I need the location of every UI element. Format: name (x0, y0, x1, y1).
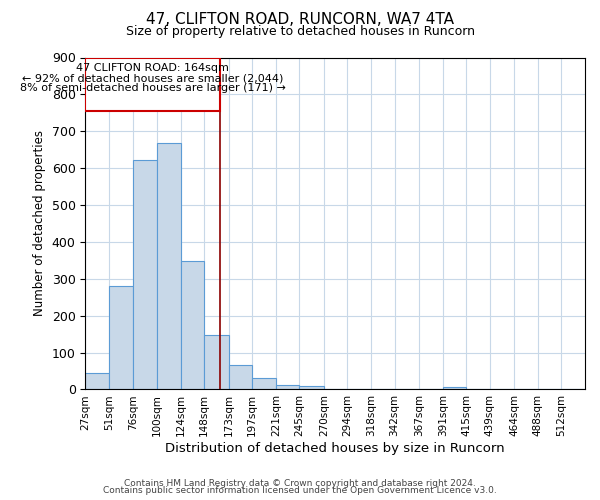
Bar (157, 143, 181, 390)
Bar (229, 366, 252, 390)
Bar (299, 386, 324, 390)
Bar (109, 286, 133, 390)
Bar (85, 58, 220, 111)
Text: Contains public sector information licensed under the Open Government Licence v3: Contains public sector information licen… (103, 486, 497, 495)
Bar (204, 335, 229, 390)
X-axis label: Distribution of detached houses by size in Runcorn: Distribution of detached houses by size … (166, 442, 505, 455)
Bar (133, 160, 157, 390)
Text: 8% of semi-detached houses are larger (171) →: 8% of semi-detached houses are larger (1… (20, 82, 286, 92)
Bar (85, 373, 109, 390)
Bar (252, 378, 276, 390)
Text: 47 CLIFTON ROAD: 164sqm: 47 CLIFTON ROAD: 164sqm (76, 63, 229, 73)
Y-axis label: Number of detached properties: Number of detached properties (33, 130, 46, 316)
Bar (276, 385, 299, 390)
Bar (443, 386, 466, 390)
Text: ← 92% of detached houses are smaller (2,044): ← 92% of detached houses are smaller (2,… (22, 73, 283, 83)
Bar (181, 262, 204, 390)
Text: Contains HM Land Registry data © Crown copyright and database right 2024.: Contains HM Land Registry data © Crown c… (124, 478, 476, 488)
Text: 47, CLIFTON ROAD, RUNCORN, WA7 4TA: 47, CLIFTON ROAD, RUNCORN, WA7 4TA (146, 12, 454, 28)
Text: Size of property relative to detached houses in Runcorn: Size of property relative to detached ho… (125, 25, 475, 38)
